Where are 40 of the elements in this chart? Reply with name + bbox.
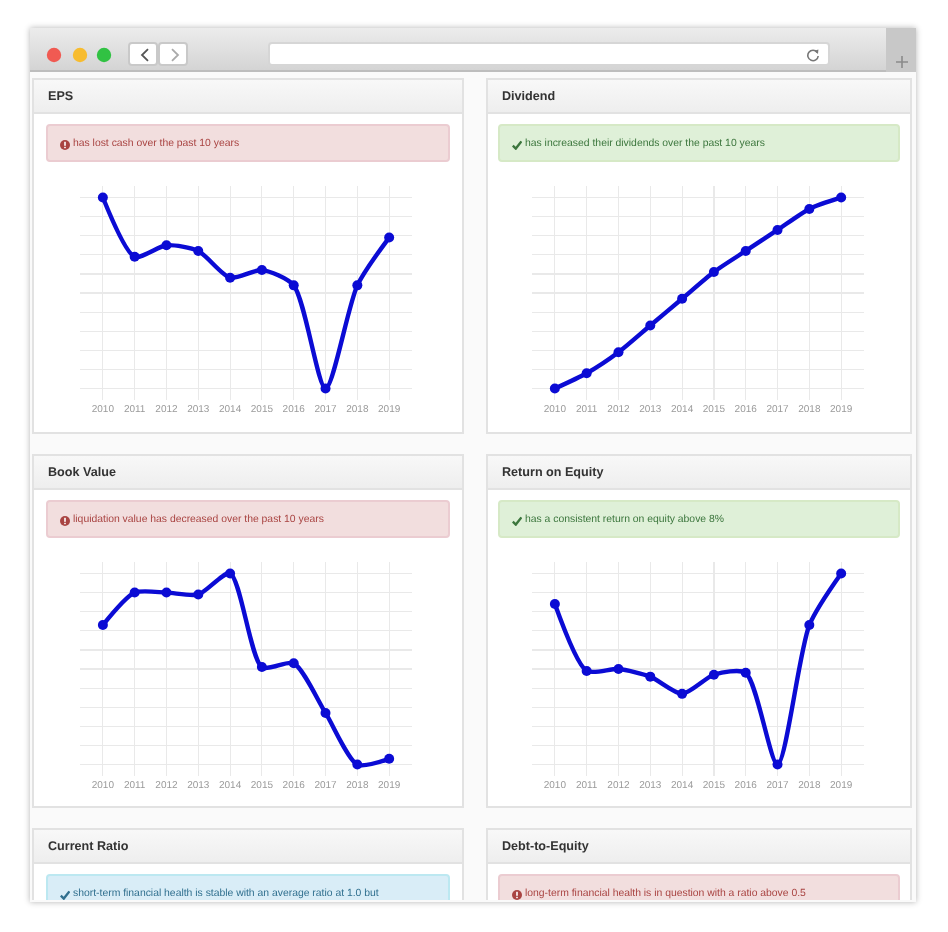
point — [740, 245, 751, 256]
point — [677, 293, 688, 304]
point — [384, 232, 395, 243]
point — [97, 192, 108, 203]
point — [836, 568, 847, 579]
point — [581, 665, 592, 676]
point — [225, 272, 236, 283]
point — [708, 266, 719, 277]
point — [549, 383, 560, 394]
point — [256, 662, 267, 673]
point — [193, 245, 204, 256]
point — [772, 224, 783, 235]
point — [677, 688, 688, 699]
point — [225, 568, 236, 579]
point — [613, 347, 624, 358]
point — [320, 707, 331, 718]
point — [193, 589, 204, 600]
point — [740, 667, 751, 678]
point — [549, 599, 560, 610]
point — [352, 280, 363, 291]
point — [97, 620, 108, 631]
point — [581, 368, 592, 379]
point — [645, 320, 656, 331]
point — [256, 265, 267, 276]
point — [129, 251, 140, 262]
point — [288, 658, 299, 669]
point — [320, 383, 331, 394]
point — [708, 669, 719, 680]
point — [352, 759, 363, 770]
point — [288, 280, 299, 291]
point — [161, 587, 172, 598]
point — [804, 203, 815, 214]
point — [161, 240, 172, 251]
point — [129, 587, 140, 598]
point — [772, 759, 783, 770]
point — [804, 620, 815, 631]
point — [645, 671, 656, 682]
point — [384, 753, 395, 764]
point — [836, 192, 847, 203]
point — [613, 664, 624, 674]
